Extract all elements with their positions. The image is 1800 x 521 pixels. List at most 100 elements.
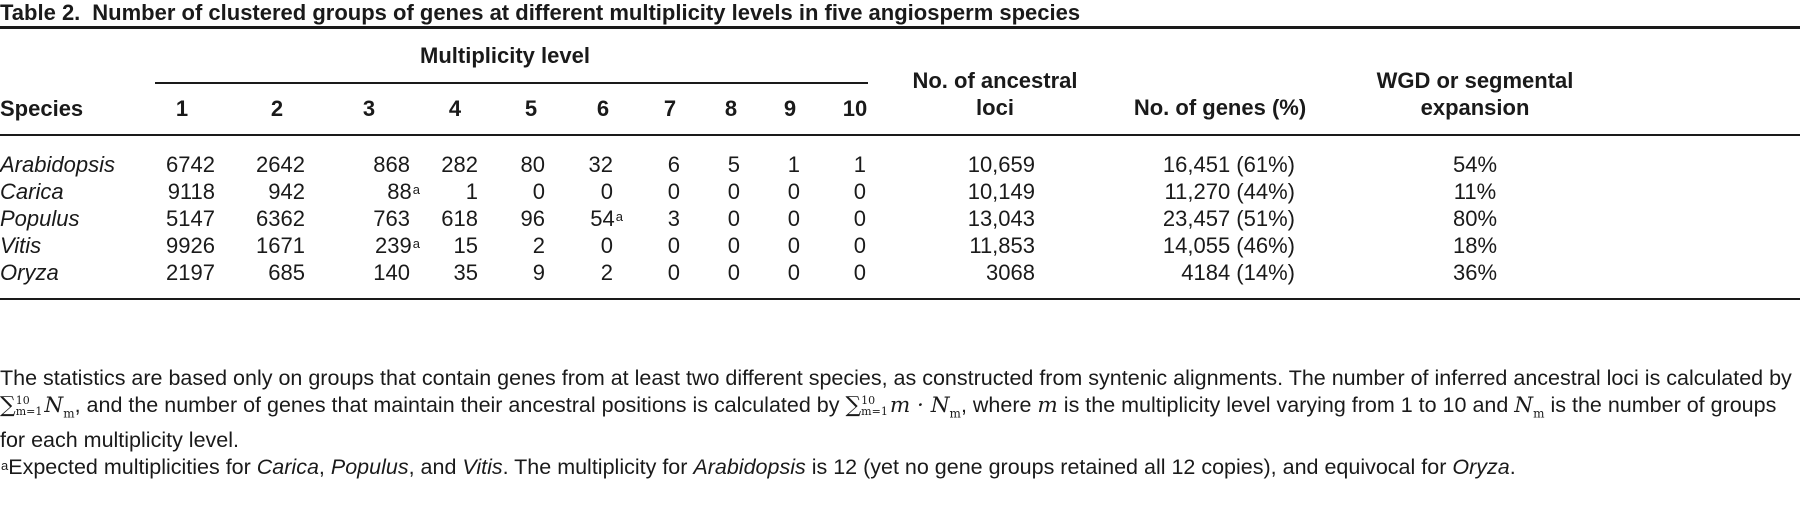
level-7-cell: 0 (667, 233, 680, 258)
sum-formula-genes: ∑10 m=1m · Nm (845, 393, 961, 421)
level-5-cell: 2 (532, 233, 545, 258)
footnote-mark: a (412, 236, 420, 251)
multiplicity-rule (155, 82, 868, 84)
level-9-cell: 0 (787, 179, 800, 204)
level-2-cell: 2642 (256, 152, 305, 177)
level-8-cell: 0 (727, 206, 740, 231)
genes-cell: 23,457 (51%) (1162, 206, 1295, 231)
level-6-cell: 0 (600, 233, 613, 258)
level-4-cell: 35 (453, 260, 478, 285)
level-1-cell: 9118 (167, 179, 215, 204)
level-7-cell: 0 (667, 260, 680, 285)
genes-cell: 11,270 (44%) (1164, 179, 1295, 204)
ancestral-loci-cell: 13,043 (967, 206, 1035, 231)
genes-cell: 4184 (14%) (1181, 260, 1295, 285)
level-10-cell: 1 (853, 152, 866, 177)
species-cell: Arabidopsis (0, 152, 115, 177)
sum-formula-loci: ∑10 m=1Nm (0, 393, 75, 421)
wgd-header-line2: expansion (1420, 95, 1530, 120)
level-8-cell: 0 (727, 233, 740, 258)
footnote-mark: a (412, 182, 420, 197)
ancestral-loci-cell: 10,659 (967, 152, 1035, 177)
level-8-cell: 0 (727, 179, 740, 204)
level-4-cell: 15 (453, 233, 478, 258)
level-header-4: 4 (448, 96, 462, 121)
level-4-cell: 1 (465, 179, 478, 204)
level-1-cell: 6742 (166, 152, 215, 177)
level-5-cell: 96 (520, 206, 545, 231)
level-10-cell: 0 (853, 206, 866, 231)
species-header: Species (0, 96, 84, 121)
table-caption: Table 2. Number of clustered groups of ge… (0, 0, 1080, 26)
level-7-cell: 0 (667, 179, 680, 204)
level-5-cell: 9 (532, 260, 545, 285)
species-cell: Oryza (0, 260, 59, 285)
level-header-3: 3 (362, 96, 376, 121)
species-cell: Carica (0, 179, 64, 204)
level-6-cell: 54a (590, 206, 623, 231)
level-2-cell: 685 (268, 260, 305, 285)
ancestral-loci-header-line1: No. of ancestral (912, 68, 1078, 93)
level-header-8: 8 (724, 96, 738, 121)
note-footnote-a: aExpected multiplicities for Carica, Pop… (1, 455, 1516, 480)
level-3-cell: 140 (373, 260, 410, 285)
level-header-2: 2 (270, 96, 284, 121)
level-header-7: 7 (663, 96, 677, 121)
level-9-cell: 0 (787, 206, 800, 231)
wgd-cell: 54% (1452, 152, 1498, 177)
level-1-cell: 2197 (166, 260, 215, 285)
level-3-cell: 868 (373, 152, 410, 177)
ancestral-loci-cell: 10,149 (967, 179, 1035, 204)
level-3-cell: 763 (373, 206, 410, 231)
level-2-cell: 6362 (256, 206, 305, 231)
level-4-cell: 282 (441, 152, 478, 177)
genes-cell: 16,451 (61%) (1162, 152, 1295, 177)
level-5-cell: 80 (520, 152, 545, 177)
table-caption-text: Number of clustered groups of genes at d… (92, 0, 1081, 25)
table-number: Table 2. (0, 0, 81, 25)
genes-header: No. of genes (%) (1133, 95, 1307, 120)
level-10-cell: 0 (853, 233, 866, 258)
level-1-cell: 5147 (166, 206, 215, 231)
level-2-cell: 1671 (256, 233, 305, 258)
level-6-cell: 2 (600, 260, 613, 285)
level-8-cell: 0 (727, 260, 740, 285)
level-header-9: 9 (783, 96, 797, 121)
level-1-cell: 9926 (166, 233, 215, 258)
level-9-cell: 0 (787, 260, 800, 285)
level-3-cell: 239a (375, 233, 420, 258)
level-10-cell: 0 (853, 260, 866, 285)
level-7-cell: 3 (667, 206, 680, 231)
level-header-10: 10 (842, 96, 868, 121)
multiplicity-level-header: Multiplicity level (420, 43, 590, 68)
level-9-cell: 1 (787, 152, 800, 177)
wgd-cell: 80% (1452, 206, 1498, 231)
note-statistics: The statistics are based only on groups … (0, 366, 1792, 453)
wgd-cell: 11% (1453, 179, 1497, 204)
level-header-1: 1 (175, 96, 189, 121)
n-m-symbol: Nm (1514, 393, 1545, 421)
footnote-mark: a (615, 209, 623, 224)
ancestral-loci-cell: 3068 (986, 260, 1035, 285)
level-4-cell: 618 (441, 206, 478, 231)
level-8-cell: 5 (727, 152, 740, 177)
level-7-cell: 6 (667, 152, 680, 177)
ancestral-loci-cell: 11,853 (969, 233, 1035, 258)
level-header-5: 5 (524, 96, 538, 121)
top-rule (0, 26, 1800, 29)
level-10-cell: 0 (853, 179, 866, 204)
level-6-cell: 0 (600, 179, 613, 204)
level-3-cell: 88a (387, 179, 420, 204)
species-cell: Populus (0, 206, 80, 231)
level-2-cell: 942 (268, 179, 305, 204)
wgd-cell: 18% (1452, 233, 1498, 258)
genes-cell: 14,055 (46%) (1162, 233, 1295, 258)
level-9-cell: 0 (787, 233, 800, 258)
header-rule (0, 134, 1800, 136)
level-6-cell: 32 (588, 152, 613, 177)
wgd-cell: 36% (1452, 260, 1498, 285)
species-cell: Vitis (0, 233, 42, 258)
wgd-header-line1: WGD or segmental (1376, 68, 1574, 93)
bottom-rule (0, 298, 1800, 300)
ancestral-loci-header-line2: loci (976, 95, 1014, 120)
